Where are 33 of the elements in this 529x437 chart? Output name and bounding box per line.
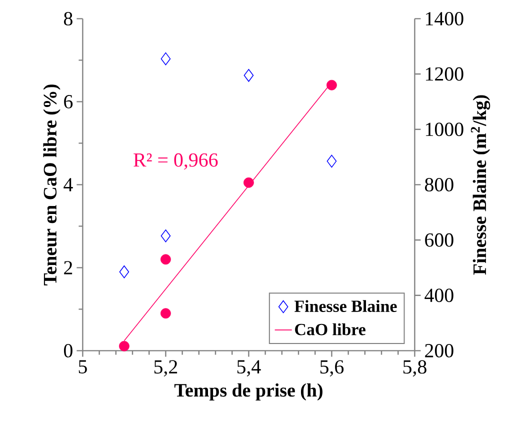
point xyxy=(119,265,130,278)
x-tick-label: 5,4 xyxy=(237,360,261,376)
x-tick-label: 5,8 xyxy=(403,360,426,377)
x-tick-label: 5,2 xyxy=(154,360,178,376)
point xyxy=(160,52,171,66)
y2-tick-label: 1000 xyxy=(426,122,464,136)
y-tick-label: 8 xyxy=(64,12,72,26)
x-tick-label: 5,6 xyxy=(320,360,344,376)
y2-axis-title: Finesse Blaine (m$^{2}$/kg) xyxy=(470,95,490,275)
y-axis-title: Teneur en CaO libre (%) xyxy=(43,84,60,286)
y-tick-label: 0 xyxy=(64,344,72,358)
legend-label: Finesse Blaine xyxy=(294,300,397,312)
y-tick-label: 6 xyxy=(64,95,73,108)
y2-tick-label: 800 xyxy=(424,178,454,192)
y2-tick-label: 400 xyxy=(424,288,454,302)
y-tick-label: 4 xyxy=(64,178,73,192)
x-axis-title: Temps de prise (h) xyxy=(174,383,322,401)
x-tick-label: 5 xyxy=(78,360,87,374)
point xyxy=(244,69,254,82)
point xyxy=(326,154,337,168)
y2-tick-label: 1400 xyxy=(426,12,464,26)
point xyxy=(326,80,337,90)
point xyxy=(160,254,171,265)
point xyxy=(244,177,254,188)
point xyxy=(160,308,171,319)
point xyxy=(160,229,171,242)
y2-tick-label: 600 xyxy=(425,233,454,247)
point xyxy=(119,340,130,352)
y2-tick-label: 1200 xyxy=(426,67,464,81)
y-tick-label: 2 xyxy=(64,261,72,274)
y2-tick-label: 200 xyxy=(425,344,454,358)
annotation: R² = 0,966 xyxy=(134,153,218,170)
legend-label: CaO libre xyxy=(295,323,366,336)
